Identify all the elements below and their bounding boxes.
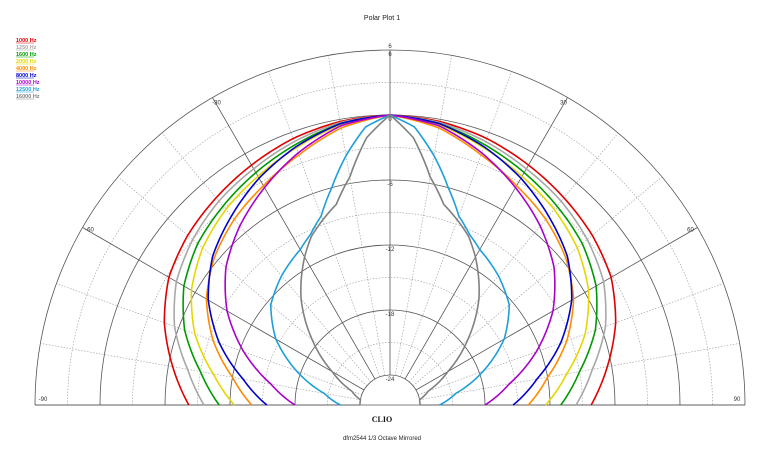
radial-tick-label: -24 — [386, 377, 395, 383]
polar-grid — [34, 49, 746, 406]
angle-label: -90 — [39, 397, 48, 403]
legend-entry: 8000 Hz — [16, 73, 37, 79]
grid-spoke — [82, 227, 365, 391]
grid-spoke — [415, 227, 698, 391]
clio-logo: CLIO — [372, 415, 392, 424]
legend-entry: 16000 Hz — [16, 94, 40, 100]
grid-spoke — [268, 71, 381, 377]
grid-ring — [359, 374, 421, 406]
legend-entry: 1250 Hz — [16, 45, 37, 51]
angle-label: 90 — [734, 397, 741, 403]
grid-ring — [197, 212, 583, 406]
legend-entry: 4000 Hz — [16, 66, 37, 72]
radial-tick-labels: 6 0 -6 -12 -18 -24 6 — [386, 44, 395, 383]
grid-spoke — [412, 176, 663, 386]
chart-footer: dfm2544 1/3 Octave Mirrored — [343, 436, 421, 442]
grid-spoke — [394, 55, 452, 376]
legend-entry: 2000 Hz — [16, 59, 37, 65]
radial-tick-label: -12 — [386, 247, 395, 253]
grid-spoke — [404, 97, 568, 380]
grid-ring — [262, 277, 518, 406]
angle-label: -30 — [212, 100, 221, 106]
legend-entry: 10000 Hz — [16, 80, 40, 86]
radial-tick-label: 0 — [388, 117, 392, 123]
grid-spoke — [161, 132, 371, 383]
angle-label: 60 — [687, 228, 694, 234]
radial-tick-label: 6 — [388, 52, 392, 58]
angle-label: 30 — [560, 100, 567, 106]
grid-ring — [327, 342, 453, 406]
grid-spoke — [418, 283, 724, 396]
legend-entry: 1600 Hz — [16, 52, 37, 58]
grid-spoke — [328, 55, 386, 376]
angle-label: -60 — [85, 228, 94, 234]
grid-spoke — [399, 71, 512, 377]
radial-tick-label: -18 — [386, 312, 395, 318]
radial-tick-label: -6 — [387, 182, 393, 188]
series-curve — [300, 113, 480, 405]
legend-entry: 12500 Hz — [16, 87, 40, 93]
polar-curves — [163, 113, 617, 406]
grid-spoke — [212, 97, 376, 380]
chart-title: Polar Plot 1 — [364, 15, 400, 22]
grid-spoke — [117, 176, 368, 386]
grid-spoke — [409, 132, 619, 383]
grid-spoke — [56, 283, 362, 396]
legend-entry: 1000 Hz — [16, 38, 37, 44]
outer-ring-label: 6 — [388, 44, 392, 50]
